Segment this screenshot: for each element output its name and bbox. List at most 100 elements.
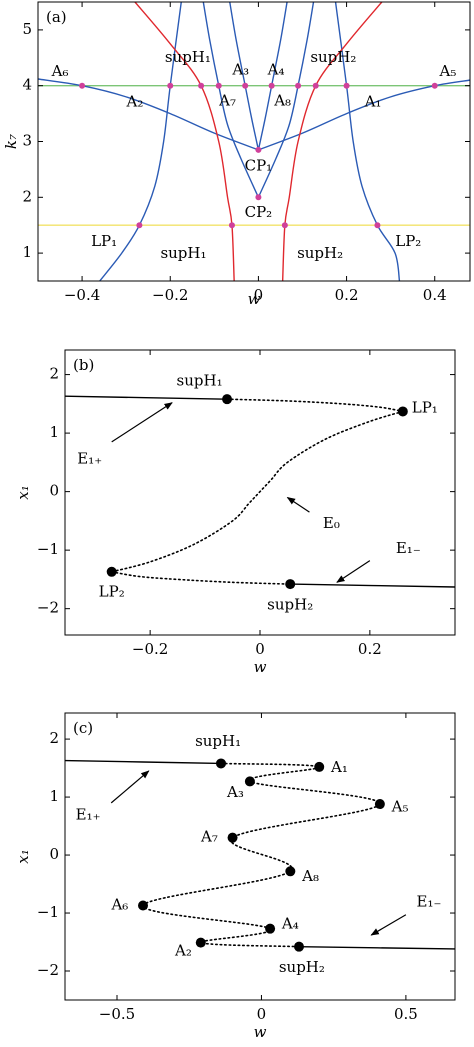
arrow (110, 770, 150, 804)
y-tick-label: 5 (22, 20, 32, 38)
y-tick-label: −1 (37, 540, 59, 558)
annotation: LP₂ (99, 582, 125, 600)
annotation: E₁₊ (76, 806, 101, 824)
annotation: A₈ (301, 867, 319, 885)
x-tick-label: 0.2 (358, 640, 382, 658)
panel: −0.5 0 0.5 −2 −1 0 1 2 (c) w x₁ supH₁ A₁ A₃ A₅ A₇ A₈ A₆ A₄… (14, 712, 456, 1041)
panel-label: (c) (73, 719, 93, 737)
arrow (336, 560, 371, 583)
curve (226, 398, 404, 413)
annotation: A₆ (51, 62, 69, 80)
point (268, 82, 275, 89)
point (295, 82, 302, 89)
annotation: A₇ (218, 91, 236, 109)
arrow (370, 914, 407, 936)
annotation: LP₁ (412, 399, 438, 417)
y-tick-label: 1 (22, 243, 32, 261)
y-tick-label: 4 (22, 76, 32, 94)
point (244, 776, 255, 787)
y-tick-label: 2 (49, 729, 59, 747)
x-tick-label: −0.2 (132, 640, 168, 658)
y-tick-label: 2 (22, 187, 32, 205)
curve (134, 2, 235, 281)
point (397, 406, 408, 417)
annotation: LP₂ (395, 232, 421, 250)
annotation: A₅ (439, 62, 457, 80)
curve (110, 410, 404, 573)
annotation: supH₂ (267, 596, 313, 614)
x-axis-label: w (248, 290, 261, 308)
annotation: A₁ (364, 92, 382, 110)
annotation: A₈ (273, 91, 291, 109)
panel-label: (a) (46, 8, 67, 26)
panel: −0.2 0 0.2 −2 −1 0 1 2 (b) w x₁ supH₁ LP₁ E₁₊ E₀ E₁₋ LP₂… (14, 349, 456, 676)
x-tick-label: 0.4 (423, 286, 447, 304)
curve (298, 945, 455, 950)
point (285, 579, 296, 590)
point (242, 82, 249, 89)
annotation: E₁₊ (77, 449, 102, 467)
x-tick-label: 0.5 (394, 1005, 418, 1023)
point (281, 222, 288, 229)
point (136, 222, 143, 229)
curve (202, 2, 260, 198)
x-axis-label: w (254, 1023, 267, 1041)
curve (257, 2, 315, 198)
point (79, 82, 86, 89)
x-axis-label: w (254, 658, 267, 676)
y-tick-label: 0 (49, 482, 59, 500)
frame (64, 712, 456, 1001)
x-tick-label: −0.4 (64, 286, 100, 304)
arrow (111, 402, 173, 443)
x-tick-label: 0 (254, 286, 264, 304)
y-tick-label: −2 (37, 961, 59, 979)
annotation: supH₂ (310, 48, 356, 66)
x-tick-label: 0 (257, 1005, 267, 1023)
annotation: CP₂ (245, 203, 273, 221)
y-tick-label: 0 (49, 845, 59, 863)
annotation: supH₂ (279, 958, 325, 976)
curve (257, 79, 470, 151)
x-tick-label: −0.2 (152, 286, 188, 304)
y-tick-label: 1 (49, 787, 59, 805)
annotation: A₄ (281, 915, 299, 933)
annotation: supH₂ (297, 244, 343, 262)
x-tick-label: −0.5 (99, 1005, 135, 1023)
annotation: E₁₋ (396, 539, 421, 557)
arrow (286, 496, 310, 513)
annotation: supH₁ (195, 732, 241, 750)
y-tick-label: 1 (49, 423, 59, 441)
y-tick-label: −1 (37, 903, 59, 921)
curve (110, 570, 292, 585)
point (216, 758, 226, 769)
annotation: E₀ (323, 514, 340, 532)
annotation: A₆ (110, 895, 128, 913)
annotation: supH₁ (165, 48, 211, 66)
point (374, 222, 381, 229)
point (167, 82, 174, 89)
annotation: A₂ (174, 941, 192, 959)
y-axis-label: x₁ (14, 849, 32, 863)
y-axis-label: x₁ (14, 485, 32, 499)
y-tick-label: 2 (49, 365, 59, 383)
point (195, 937, 206, 948)
curve (38, 78, 260, 151)
point (374, 799, 385, 810)
annotation: A₅ (391, 798, 409, 816)
point (106, 566, 117, 577)
point (215, 82, 222, 89)
panel: −0.4 −0.2 0 0.2 0.4 1 2 3 4 5 (a) w k₇ A₆ supH₁ A₃ A₄ sup… (2, 1, 471, 308)
y-tick-label: 3 (22, 132, 32, 150)
annotation: E₁₋ (417, 893, 442, 911)
annotation: A₁ (330, 758, 348, 776)
annotation: supH₁ (177, 372, 223, 390)
point (198, 82, 205, 89)
y-axis-label: k₇ (2, 134, 20, 149)
point (222, 394, 233, 405)
point (227, 832, 238, 843)
point (285, 866, 296, 877)
point (343, 82, 350, 89)
point (265, 923, 276, 934)
annotation: LP₁ (91, 232, 117, 250)
